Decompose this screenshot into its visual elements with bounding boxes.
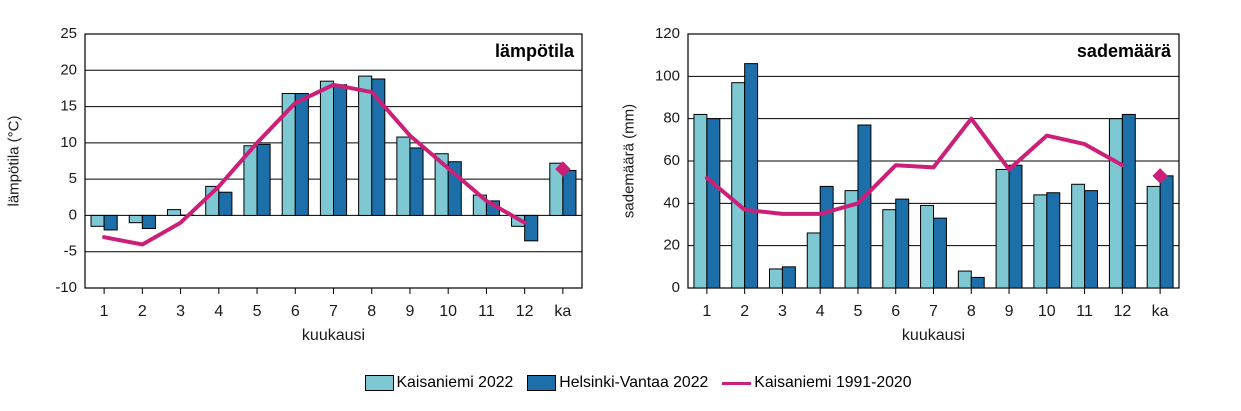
svg-text:15: 15 — [60, 98, 77, 115]
svg-text:11: 11 — [478, 303, 495, 320]
svg-text:10: 10 — [439, 303, 457, 320]
svg-text:40: 40 — [663, 194, 680, 211]
svg-text:11: 11 — [1076, 303, 1093, 320]
svg-text:7: 7 — [929, 303, 938, 320]
svg-text:25: 25 — [60, 25, 77, 42]
svg-text:8: 8 — [367, 303, 376, 320]
svg-text:kuukausi: kuukausi — [902, 327, 965, 340]
svg-text:7: 7 — [329, 303, 338, 320]
svg-text:5: 5 — [854, 303, 863, 320]
svg-text:12: 12 — [516, 303, 534, 320]
svg-text:-5: -5 — [64, 243, 77, 260]
svg-text:10: 10 — [1038, 303, 1056, 320]
svg-text:80: 80 — [663, 110, 680, 127]
svg-text:9: 9 — [1005, 303, 1014, 320]
svg-text:6: 6 — [891, 303, 900, 320]
svg-text:2: 2 — [740, 303, 749, 320]
svg-text:5: 5 — [69, 170, 77, 187]
svg-text:4: 4 — [816, 303, 825, 320]
svg-text:ka: ka — [1152, 303, 1169, 320]
svg-text:2: 2 — [138, 303, 147, 320]
svg-text:4: 4 — [214, 303, 223, 320]
svg-text:12: 12 — [1113, 303, 1131, 320]
svg-text:1: 1 — [702, 303, 711, 320]
svg-text:60: 60 — [663, 152, 680, 169]
svg-text:0: 0 — [672, 279, 680, 296]
svg-text:sademäärä: sademäärä — [1077, 41, 1172, 61]
svg-text:120: 120 — [655, 25, 680, 42]
svg-text:3: 3 — [778, 303, 787, 320]
svg-text:kuukausi: kuukausi — [302, 327, 365, 340]
svg-text:1: 1 — [100, 303, 109, 320]
svg-text:-10: -10 — [55, 279, 77, 296]
svg-text:ka: ka — [554, 303, 571, 320]
svg-text:9: 9 — [406, 303, 415, 320]
svg-text:5: 5 — [253, 303, 262, 320]
svg-text:0: 0 — [69, 206, 77, 223]
svg-text:3: 3 — [176, 303, 185, 320]
svg-text:sademäärä (mm): sademäärä (mm) — [621, 104, 638, 218]
svg-text:20: 20 — [60, 61, 77, 78]
svg-text:100: 100 — [655, 67, 680, 84]
svg-text:lämpötila: lämpötila — [495, 41, 575, 61]
svg-text:lämpötila (°C): lämpötila (°C) — [6, 115, 23, 206]
svg-text:8: 8 — [967, 303, 976, 320]
svg-text:20: 20 — [663, 237, 680, 254]
svg-text:6: 6 — [291, 303, 300, 320]
svg-text:10: 10 — [60, 134, 77, 151]
